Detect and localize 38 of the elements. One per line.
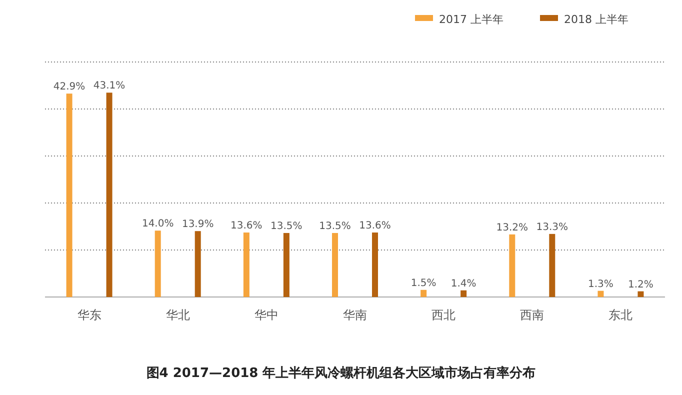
bar bbox=[372, 232, 378, 297]
bar bbox=[243, 232, 250, 297]
legend-label: 2018 上半年 bbox=[564, 13, 628, 26]
data-label: 43.1% bbox=[93, 80, 126, 92]
data-label: 1.4% bbox=[450, 278, 476, 290]
data-label: 42.9% bbox=[53, 82, 86, 93]
bar bbox=[549, 234, 556, 297]
bar bbox=[154, 230, 161, 297]
data-label: 14.0% bbox=[142, 218, 174, 230]
x-tick-label: 华北 bbox=[166, 308, 190, 322]
data-label: 13.6% bbox=[230, 220, 262, 232]
data-label: 1.5% bbox=[410, 278, 436, 289]
bar bbox=[509, 234, 516, 297]
x-tick-label: 西北 bbox=[432, 308, 456, 322]
bar bbox=[460, 290, 467, 297]
text: 图4 2017—2018 年上半年风冷螺杆机组各大区域市场占有率分布 bbox=[146, 365, 536, 381]
data-label: 1.3% bbox=[588, 278, 614, 290]
legend-label: 2017 上半年 bbox=[439, 13, 504, 26]
data-label: 13.9% bbox=[182, 219, 214, 230]
data-label: 1.2% bbox=[628, 279, 654, 290]
x-tick-label: 华东 bbox=[77, 308, 102, 322]
bar bbox=[194, 231, 201, 297]
x-tick-label: 东北 bbox=[608, 308, 633, 322]
data-label: 13.2% bbox=[496, 222, 528, 234]
bar bbox=[332, 232, 338, 297]
data-label: 13.5% bbox=[270, 220, 302, 232]
x-tick-label: 华南 bbox=[343, 308, 367, 322]
bar bbox=[638, 291, 644, 297]
data-label: 13.3% bbox=[536, 222, 568, 233]
bar bbox=[66, 94, 72, 297]
bar bbox=[283, 232, 290, 297]
data-label: 13.6% bbox=[359, 220, 391, 232]
bar bbox=[106, 92, 112, 297]
data-label: 13.5% bbox=[319, 220, 351, 232]
bar bbox=[598, 290, 604, 297]
bar bbox=[420, 290, 427, 297]
x-tick-label: 西南 bbox=[520, 308, 544, 322]
x-tick-label: 华中 bbox=[254, 308, 278, 322]
